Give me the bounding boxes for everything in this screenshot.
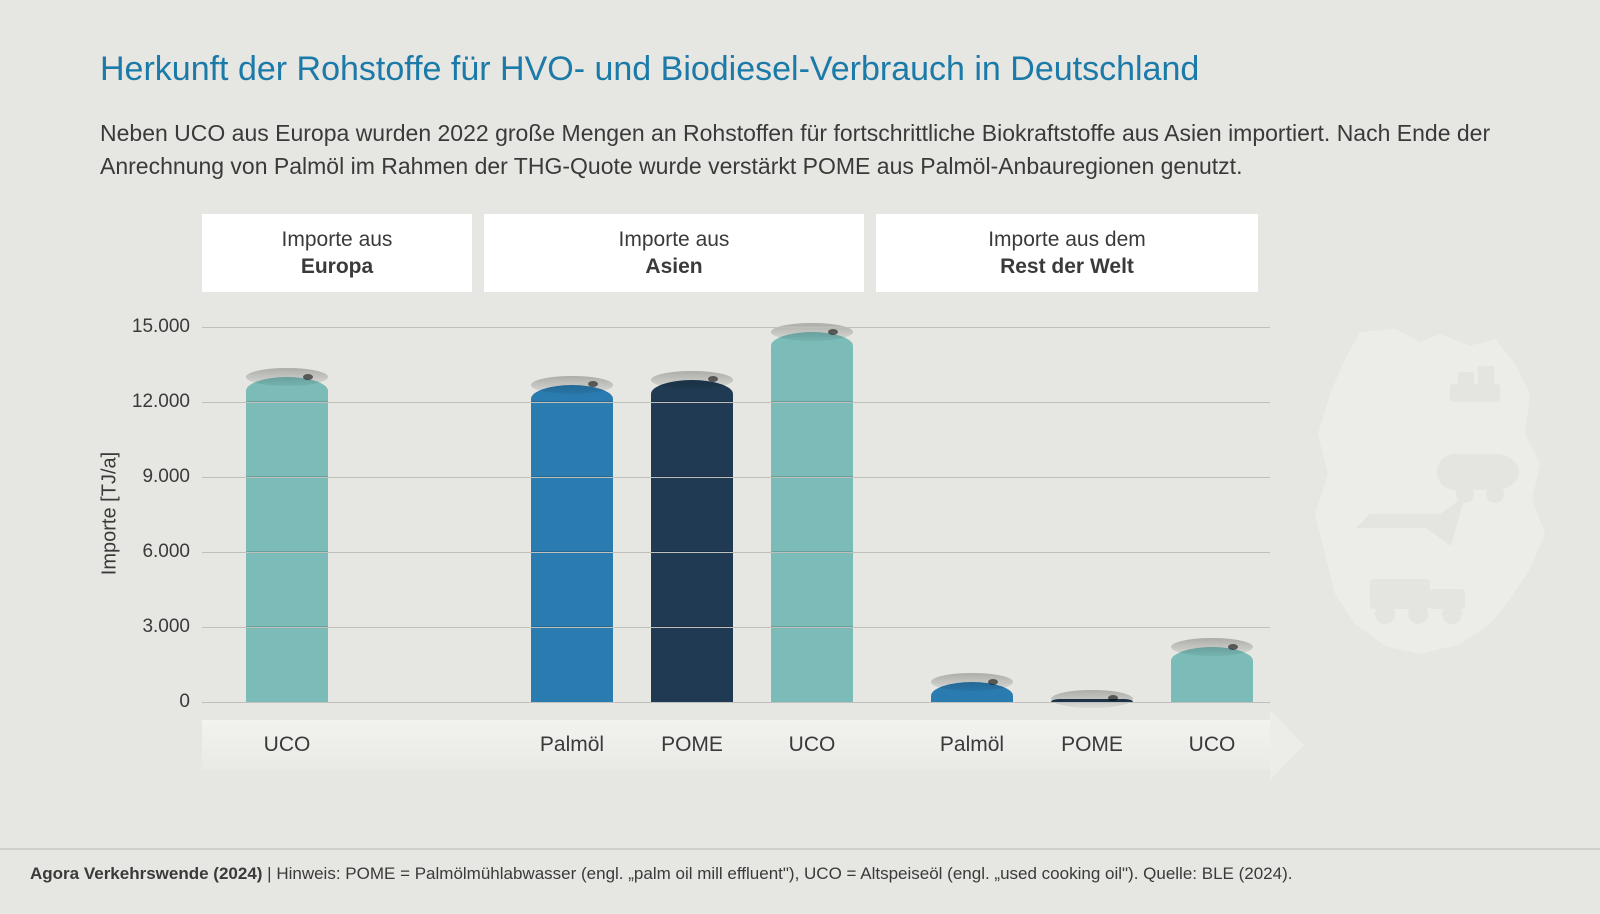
grid-line: [202, 477, 1270, 478]
footer-note: | Hinweis: POME = Palmölmühlabwasser (en…: [262, 864, 1292, 883]
plot: 03.0006.0009.00012.00015.000: [202, 302, 1270, 702]
bar: [246, 377, 328, 702]
grid-line: [202, 702, 1270, 703]
plot-wrap: Importe [TJ/a] 03.0006.0009.00012.00015.…: [140, 302, 1270, 702]
germany-icon: [1300, 324, 1560, 664]
x-tick-label: UCO: [264, 733, 311, 757]
footer-source-bold: Agora Verkehrswende (2024): [30, 864, 262, 883]
y-tick-label: 9.000: [142, 466, 190, 488]
y-tick-label: 15.000: [132, 316, 190, 338]
y-tick-label: 12.000: [132, 391, 190, 413]
bars-layer: [202, 302, 1270, 702]
footer-source: Agora Verkehrswende (2024) | Hinweis: PO…: [0, 848, 1600, 884]
bar-cap: [931, 673, 1013, 691]
chart-area: Importe ausEuropaImporte ausAsienImporte…: [100, 214, 1500, 771]
chart-subtitle: Neben UCO aus Europa wurden 2022 große M…: [100, 117, 1500, 184]
group-header: Importe aus demRest der Welt: [876, 214, 1258, 293]
group-headers: Importe ausEuropaImporte ausAsienImporte…: [202, 214, 1270, 293]
x-tick-label: UCO: [1189, 733, 1236, 757]
bar-cap: [531, 376, 613, 394]
bar-cap: [1171, 638, 1253, 656]
bar: [771, 332, 853, 702]
y-tick-label: 0: [179, 691, 190, 713]
y-tick-label: 3.000: [142, 616, 190, 638]
germany-map-decoration: [1270, 214, 1560, 669]
infographic-container: Herkunft der Rohstoffe für HVO- und Biod…: [0, 0, 1600, 770]
x-axis-arrow: UCO Palmöl POME UCO Palmöl POME UCO: [202, 720, 1270, 770]
grid-line: [202, 402, 1270, 403]
chart-title: Herkunft der Rohstoffe für HVO- und Biod…: [100, 50, 1500, 89]
group-header: Importe ausAsien: [484, 214, 864, 293]
x-tick-label: Palmöl: [540, 733, 604, 757]
x-tick-label: POME: [1061, 733, 1123, 757]
grid-line: [202, 627, 1270, 628]
group-header: Importe ausEuropa: [202, 214, 472, 293]
grid-line: [202, 327, 1270, 328]
bar: [1171, 647, 1253, 702]
bar-cap: [651, 371, 733, 389]
bar: [651, 380, 733, 703]
bar-cap: [246, 368, 328, 386]
y-axis-label: Importe [TJ/a]: [99, 452, 122, 575]
bar: [931, 682, 1013, 702]
x-tick-label: UCO: [789, 733, 836, 757]
bar-chart: Importe ausEuropaImporte ausAsienImporte…: [100, 214, 1270, 771]
x-tick-label: Palmöl: [940, 733, 1004, 757]
grid-line: [202, 552, 1270, 553]
bar-cap: [1051, 690, 1133, 708]
y-tick-label: 6.000: [142, 541, 190, 563]
x-tick-label: POME: [661, 733, 723, 757]
bar: [531, 385, 613, 703]
bar-cap: [771, 323, 853, 341]
